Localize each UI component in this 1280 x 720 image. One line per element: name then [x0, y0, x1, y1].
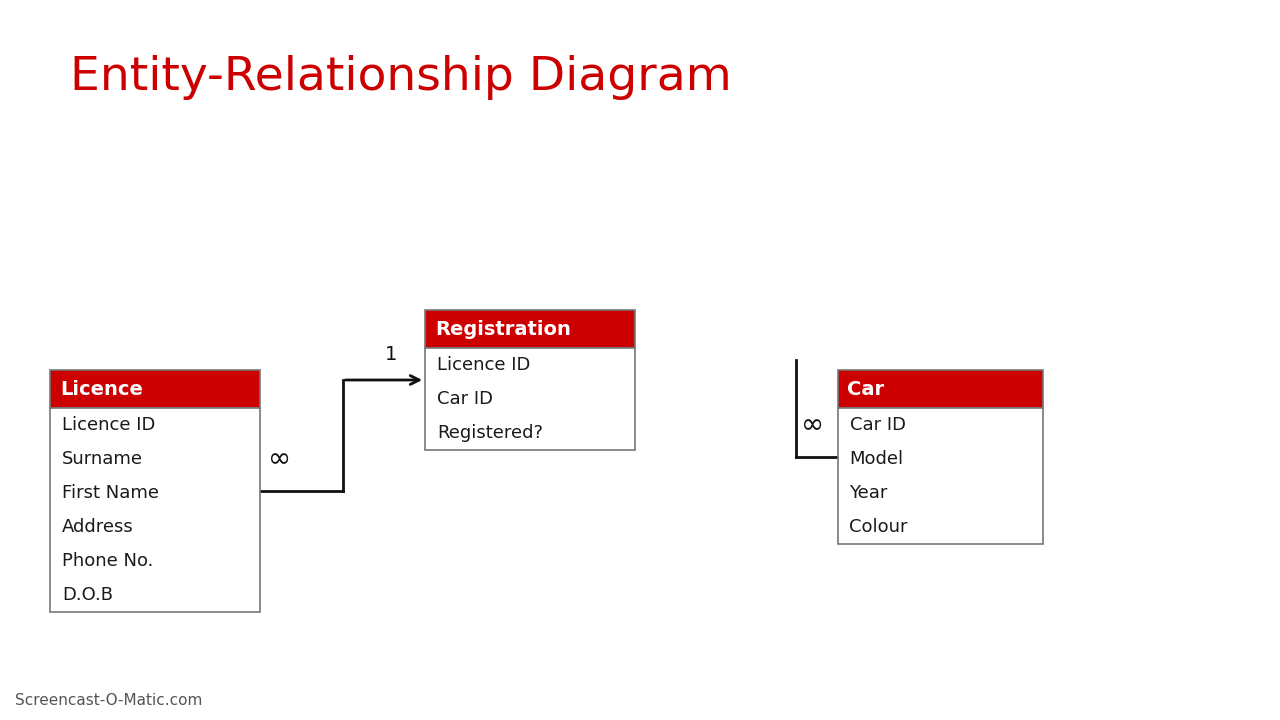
- Text: Model: Model: [850, 450, 904, 468]
- Text: Licence ID: Licence ID: [436, 356, 530, 374]
- Text: 1: 1: [385, 345, 397, 364]
- Text: Licence ID: Licence ID: [61, 416, 155, 434]
- Text: Car: Car: [847, 379, 884, 398]
- Bar: [50, 408, 260, 612]
- Text: ∞: ∞: [801, 411, 824, 439]
- Text: Car ID: Car ID: [436, 390, 493, 408]
- Bar: [837, 370, 1042, 408]
- Text: ∞: ∞: [268, 445, 291, 473]
- Text: D.O.B: D.O.B: [61, 586, 113, 604]
- Text: Address: Address: [61, 518, 133, 536]
- Text: Colour: Colour: [850, 518, 908, 536]
- Text: Registration: Registration: [435, 320, 571, 338]
- Text: Licence: Licence: [60, 379, 143, 398]
- Text: Surname: Surname: [61, 450, 143, 468]
- Bar: [50, 370, 260, 408]
- Text: Entity-Relationship Diagram: Entity-Relationship Diagram: [70, 55, 732, 100]
- Text: First Name: First Name: [61, 484, 159, 502]
- Text: Year: Year: [850, 484, 888, 502]
- Text: Car ID: Car ID: [850, 416, 905, 434]
- Bar: [425, 310, 635, 348]
- Text: Screencast-O-Matic.com: Screencast-O-Matic.com: [15, 693, 202, 708]
- Bar: [425, 348, 635, 450]
- Bar: [837, 408, 1042, 544]
- Text: Phone No.: Phone No.: [61, 552, 154, 570]
- Text: Registered?: Registered?: [436, 424, 543, 442]
